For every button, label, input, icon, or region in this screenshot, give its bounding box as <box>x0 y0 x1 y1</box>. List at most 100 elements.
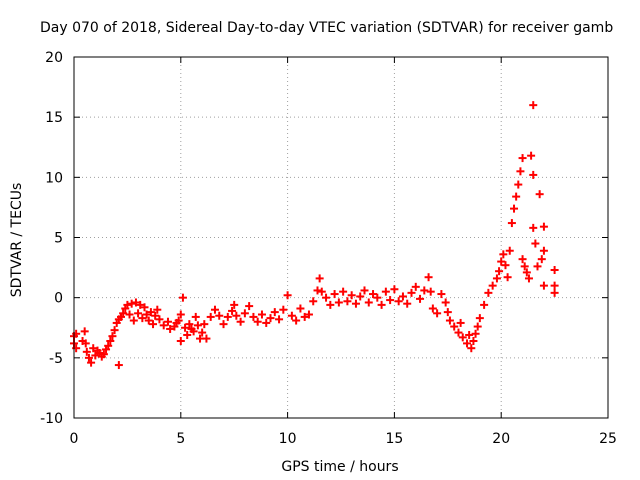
data-point <box>334 298 343 307</box>
data-point <box>89 344 98 353</box>
data-point <box>189 327 198 336</box>
data-point <box>206 312 215 321</box>
data-point <box>317 287 326 296</box>
data-point <box>262 318 271 327</box>
data-point <box>151 311 160 320</box>
data-point <box>407 288 416 297</box>
data-point <box>512 192 521 201</box>
y-axis-label: SDTVAR / TECUs <box>9 183 25 298</box>
data-point <box>232 311 241 320</box>
data-point <box>159 321 168 330</box>
data-point <box>516 167 525 176</box>
data-point <box>174 316 183 325</box>
data-point <box>360 286 369 295</box>
data-point <box>153 305 162 314</box>
x-axis-label: GPS time / hours <box>281 459 398 475</box>
data-point <box>426 287 435 296</box>
axis-ticks: 0 5 10 15 20 25 -10 -5 0 5 10 15 20 <box>40 50 617 447</box>
data-point <box>253 317 262 326</box>
data-point <box>275 315 284 324</box>
data-point <box>443 308 452 317</box>
data-point <box>200 320 209 329</box>
data-point <box>183 330 192 339</box>
data-point <box>343 297 352 306</box>
data-point <box>501 261 510 270</box>
grid-lines <box>74 57 608 418</box>
data-point <box>456 318 465 327</box>
data-point <box>123 300 132 309</box>
data-point <box>527 151 536 160</box>
data-point <box>535 190 544 199</box>
y-tick-label: -5 <box>49 351 63 367</box>
chart-title: Day 070 of 2018, Sidereal Day-to-day VTE… <box>40 20 613 36</box>
data-point <box>81 339 90 348</box>
data-point <box>176 310 185 319</box>
data-point <box>106 336 115 345</box>
data-point <box>240 309 249 318</box>
data-point <box>283 291 292 300</box>
data-point <box>191 312 200 321</box>
data-point <box>539 281 548 290</box>
x-tick-label: 15 <box>385 431 403 447</box>
data-point <box>450 322 459 331</box>
data-point <box>533 262 542 271</box>
data-point <box>520 262 529 271</box>
data-point <box>377 300 386 309</box>
data-point <box>424 273 433 282</box>
data-point <box>411 282 420 291</box>
data-point <box>136 300 145 309</box>
data-point <box>539 246 548 255</box>
data-point <box>296 304 305 313</box>
data-point <box>386 296 395 305</box>
data-point <box>492 274 501 283</box>
data-point <box>437 290 446 299</box>
data-point <box>503 273 512 282</box>
data-point <box>91 351 100 360</box>
data-point <box>433 309 442 318</box>
y-tick-label: 15 <box>45 110 63 126</box>
data-point <box>300 312 309 321</box>
data-point <box>215 311 224 320</box>
data-point <box>309 297 318 306</box>
data-point <box>514 180 523 189</box>
data-point <box>539 222 548 231</box>
data-point <box>505 246 514 255</box>
data-point <box>529 101 538 110</box>
plot-frame <box>73 56 609 419</box>
data-point <box>522 268 531 277</box>
data-point <box>270 308 279 317</box>
data-point <box>484 288 493 297</box>
data-point <box>279 305 288 314</box>
data-point <box>463 339 472 348</box>
data-point <box>531 239 540 248</box>
data-point <box>469 336 478 345</box>
data-point <box>236 317 245 326</box>
data-point <box>454 328 463 337</box>
data-point <box>146 308 155 317</box>
data-point <box>315 274 324 283</box>
data-point <box>266 314 275 323</box>
data-point <box>129 316 138 325</box>
data-point <box>193 321 202 330</box>
data-point <box>245 302 254 311</box>
data-point <box>381 287 390 296</box>
data-point <box>230 300 239 309</box>
data-point <box>518 255 527 264</box>
y-tick-label: 20 <box>45 50 63 66</box>
data-point <box>223 312 232 321</box>
data-point <box>178 293 187 302</box>
data-point <box>142 310 151 319</box>
data-point <box>403 299 412 308</box>
data-point <box>529 223 538 232</box>
data-point <box>550 265 559 274</box>
data-point <box>144 316 153 325</box>
data-point <box>322 293 331 302</box>
data-point <box>176 336 185 345</box>
data-point <box>390 285 399 294</box>
data-point <box>473 322 482 331</box>
data-point <box>524 274 533 283</box>
data-point <box>181 323 190 332</box>
data-point <box>127 299 136 308</box>
data-point <box>458 333 467 342</box>
